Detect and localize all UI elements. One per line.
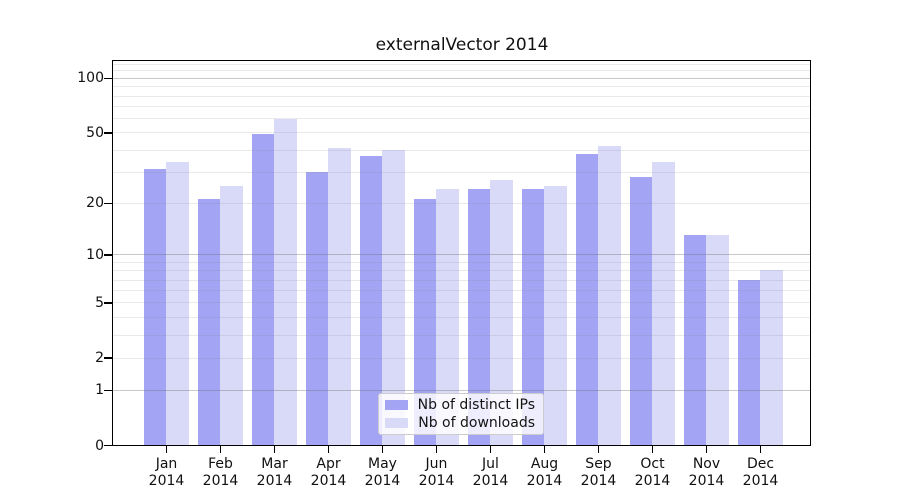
xtick-mark-jan [165, 445, 168, 453]
ytick-mark-50 [104, 132, 112, 134]
xtick-label-jul: Jul 2014 [472, 455, 509, 489]
xtick-label-apr: Apr 2014 [310, 455, 347, 489]
xtick-label-dec: Dec 2014 [742, 455, 779, 489]
legend: Nb of distinct IPs Nb of downloads [378, 393, 544, 435]
ytick-label-20: 20 [86, 195, 104, 212]
bar-downloads-dec [760, 270, 783, 445]
ytick-mark-1 [104, 389, 112, 392]
ytick-label-1: 1 [95, 382, 104, 399]
bars-layer [113, 61, 810, 445]
bar-distinct-ips-feb [197, 199, 220, 445]
bar-distinct-ips-jun [413, 199, 436, 445]
ytick-mark-100 [104, 77, 112, 80]
ytick-label-10: 10 [86, 246, 104, 263]
legend-swatch-downloads [385, 417, 409, 428]
bar-downloads-may [382, 149, 405, 445]
bar-distinct-ips-nov [683, 235, 706, 445]
bar-downloads-feb [220, 185, 243, 445]
xtick-label-feb: Feb 2014 [202, 455, 239, 489]
bar-downloads-jan [166, 162, 189, 445]
xtick-mark-aug [543, 445, 546, 453]
legend-swatch-distinct-ips [385, 400, 408, 411]
bar-distinct-ips-oct [629, 177, 652, 445]
legend-item-downloads: Nb of downloads [385, 414, 535, 431]
xtick-label-mar: Mar 2014 [256, 455, 293, 489]
bar-downloads-jul [490, 180, 513, 445]
bar-downloads-jun [436, 189, 459, 445]
legend-label-downloads: Nb of downloads [418, 414, 535, 431]
xtick-mark-apr [327, 445, 330, 453]
xtick-mark-feb [219, 445, 222, 453]
xtick-label-may: May 2014 [364, 455, 401, 489]
ytick-label-2: 2 [95, 350, 104, 367]
bar-downloads-mar [274, 119, 297, 445]
xtick-mark-dec [759, 445, 762, 453]
xtick-mark-may [381, 445, 384, 453]
legend-label-distinct-ips: Nb of distinct IPs [417, 397, 535, 414]
ytick-mark-10 [104, 254, 112, 256]
bar-distinct-ips-may [359, 155, 382, 445]
bar-distinct-ips-jan [143, 169, 166, 445]
ytick-label-0: 0 [95, 437, 104, 454]
bar-downloads-aug [544, 185, 567, 445]
ytick-mark-0 [104, 444, 112, 447]
plot-area: Nb of distinct IPs Nb of downloads [112, 60, 811, 446]
bar-distinct-ips-sep [575, 153, 598, 445]
xtick-mark-jul [489, 445, 492, 453]
chart-title: externalVector 2014 [375, 35, 549, 55]
xtick-label-oct: Oct 2014 [634, 455, 671, 489]
xtick-mark-jun [435, 445, 438, 453]
bar-downloads-sep [598, 145, 621, 445]
bar-downloads-nov [706, 235, 729, 445]
bar-distinct-ips-jul [467, 189, 490, 445]
xtick-mark-oct [651, 445, 654, 453]
bar-downloads-oct [652, 162, 675, 445]
ytick-mark-20 [104, 202, 112, 205]
xtick-label-nov: Nov 2014 [688, 455, 725, 489]
bar-distinct-ips-apr [305, 171, 328, 445]
ytick-mark-5 [104, 302, 112, 304]
ytick-label-5: 5 [95, 294, 104, 311]
xtick-label-aug: Aug 2014 [526, 455, 563, 489]
bar-distinct-ips-mar [251, 133, 274, 445]
ytick-label-100: 100 [77, 70, 104, 87]
bar-distinct-ips-dec [737, 279, 760, 445]
ytick-label-50: 50 [86, 124, 104, 141]
ytick-mark-2 [104, 357, 112, 359]
xtick-label-jun: Jun 2014 [418, 455, 455, 489]
xtick-label-jan: Jan 2014 [148, 455, 185, 489]
legend-item-distinct-ips: Nb of distinct IPs [385, 397, 535, 414]
xtick-label-sep: Sep 2014 [580, 455, 617, 489]
bar-downloads-apr [328, 147, 351, 445]
xtick-mark-mar [273, 445, 276, 453]
xtick-mark-sep [597, 445, 600, 453]
bar-distinct-ips-aug [521, 189, 544, 445]
xtick-mark-nov [705, 445, 708, 453]
